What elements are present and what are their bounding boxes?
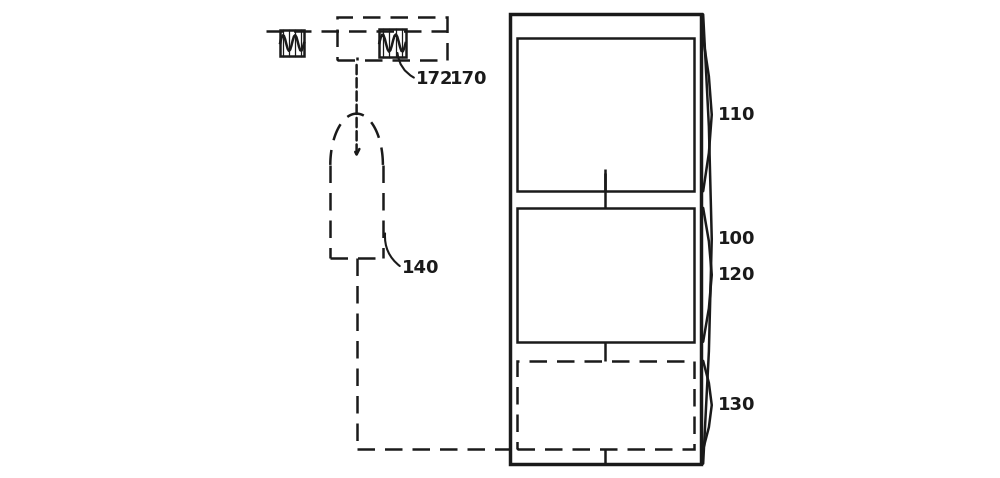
Text: 140: 140 xyxy=(402,259,440,277)
Bar xyxy=(337,17,447,60)
Text: 100: 100 xyxy=(717,230,755,248)
Text: 172: 172 xyxy=(416,70,454,88)
Text: 110: 110 xyxy=(717,106,755,124)
Text: 120: 120 xyxy=(717,266,755,284)
Text: 130: 130 xyxy=(717,396,755,414)
Bar xyxy=(517,361,694,449)
Bar xyxy=(379,29,406,57)
Text: 170: 170 xyxy=(450,70,487,88)
Bar xyxy=(280,30,304,56)
